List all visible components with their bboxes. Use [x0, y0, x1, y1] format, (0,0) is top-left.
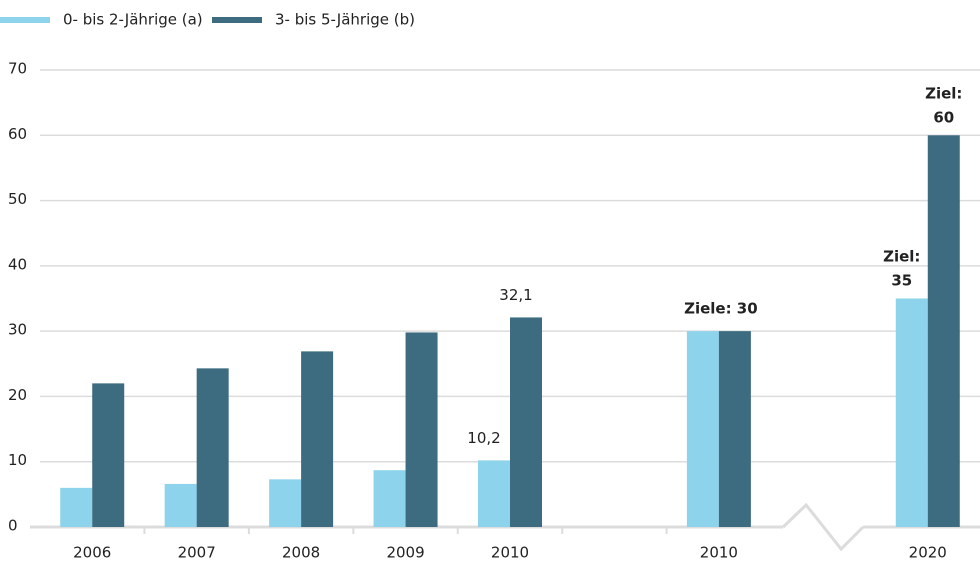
data-label-line: Ziel: [925, 84, 962, 102]
bar [895, 298, 928, 527]
x-tick-label: 2008 [282, 544, 320, 562]
y-tick-label: 50 [8, 190, 27, 208]
data-label: Ziel: 60 [925, 84, 962, 126]
x-tick-label: 2010 [491, 544, 529, 562]
y-tick-label: 10 [8, 451, 27, 469]
legend-swatch [0, 17, 50, 23]
legend-label: 3- bis 5-Jährige (b) [275, 11, 415, 29]
y-tick-label: 0 [8, 517, 18, 535]
x-tick-label: 2007 [178, 544, 216, 562]
bar [718, 331, 751, 527]
x-tick-label: 2006 [73, 544, 111, 562]
y-tick-label: 70 [8, 60, 27, 78]
y-tick-label: 20 [8, 386, 27, 404]
bar [301, 351, 334, 527]
bar [373, 470, 406, 527]
legend-label: 0- bis 2-Jährige (a) [63, 11, 203, 29]
bar [510, 317, 542, 527]
bar [60, 487, 93, 527]
data-label: 10,2 [467, 429, 500, 447]
data-label-line: Ziel: [883, 247, 920, 265]
x-tick-label: 2009 [386, 544, 424, 562]
bar [92, 383, 125, 527]
y-tick-label: 60 [8, 125, 27, 143]
data-label-line: 60 [933, 108, 954, 126]
bar [196, 368, 229, 527]
annotation: Ziele: 30 [684, 300, 758, 318]
y-tick-label: 40 [8, 255, 27, 273]
data-label-line: 35 [891, 271, 912, 289]
axis-break [782, 502, 865, 552]
data-label: Ziel: 35 [883, 247, 920, 289]
bar [478, 460, 510, 527]
x-tick-label: 2020 [909, 544, 947, 562]
bar [686, 331, 719, 527]
legend-swatch [212, 17, 262, 23]
y-tick-label: 30 [8, 321, 27, 339]
bar [269, 479, 302, 527]
x-tick-label: 2010 [700, 544, 738, 562]
bar [927, 135, 960, 528]
bar [164, 483, 197, 527]
data-label: 32,1 [499, 286, 532, 304]
bar [405, 332, 438, 527]
